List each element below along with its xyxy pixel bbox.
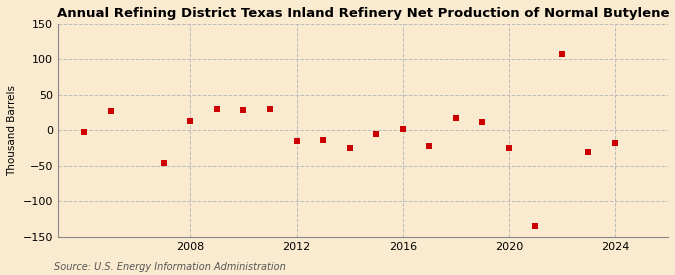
Point bbox=[291, 139, 302, 143]
Point bbox=[583, 149, 594, 154]
Point bbox=[504, 146, 514, 150]
Title: Annual Refining District Texas Inland Refinery Net Production of Normal Butylene: Annual Refining District Texas Inland Re… bbox=[57, 7, 669, 20]
Point bbox=[79, 130, 90, 134]
Point bbox=[344, 146, 355, 150]
Y-axis label: Thousand Barrels: Thousand Barrels bbox=[7, 85, 17, 176]
Point bbox=[185, 119, 196, 123]
Point bbox=[159, 161, 169, 165]
Point bbox=[556, 51, 567, 56]
Point bbox=[211, 107, 222, 111]
Point bbox=[530, 224, 541, 228]
Point bbox=[450, 116, 461, 120]
Point bbox=[424, 144, 435, 148]
Point bbox=[371, 132, 381, 136]
Text: Source: U.S. Energy Information Administration: Source: U.S. Energy Information Administ… bbox=[54, 262, 286, 272]
Point bbox=[610, 141, 620, 145]
Point bbox=[318, 137, 329, 142]
Point bbox=[105, 109, 116, 113]
Point bbox=[238, 108, 249, 113]
Point bbox=[477, 120, 488, 124]
Point bbox=[398, 127, 408, 131]
Point bbox=[265, 107, 275, 111]
